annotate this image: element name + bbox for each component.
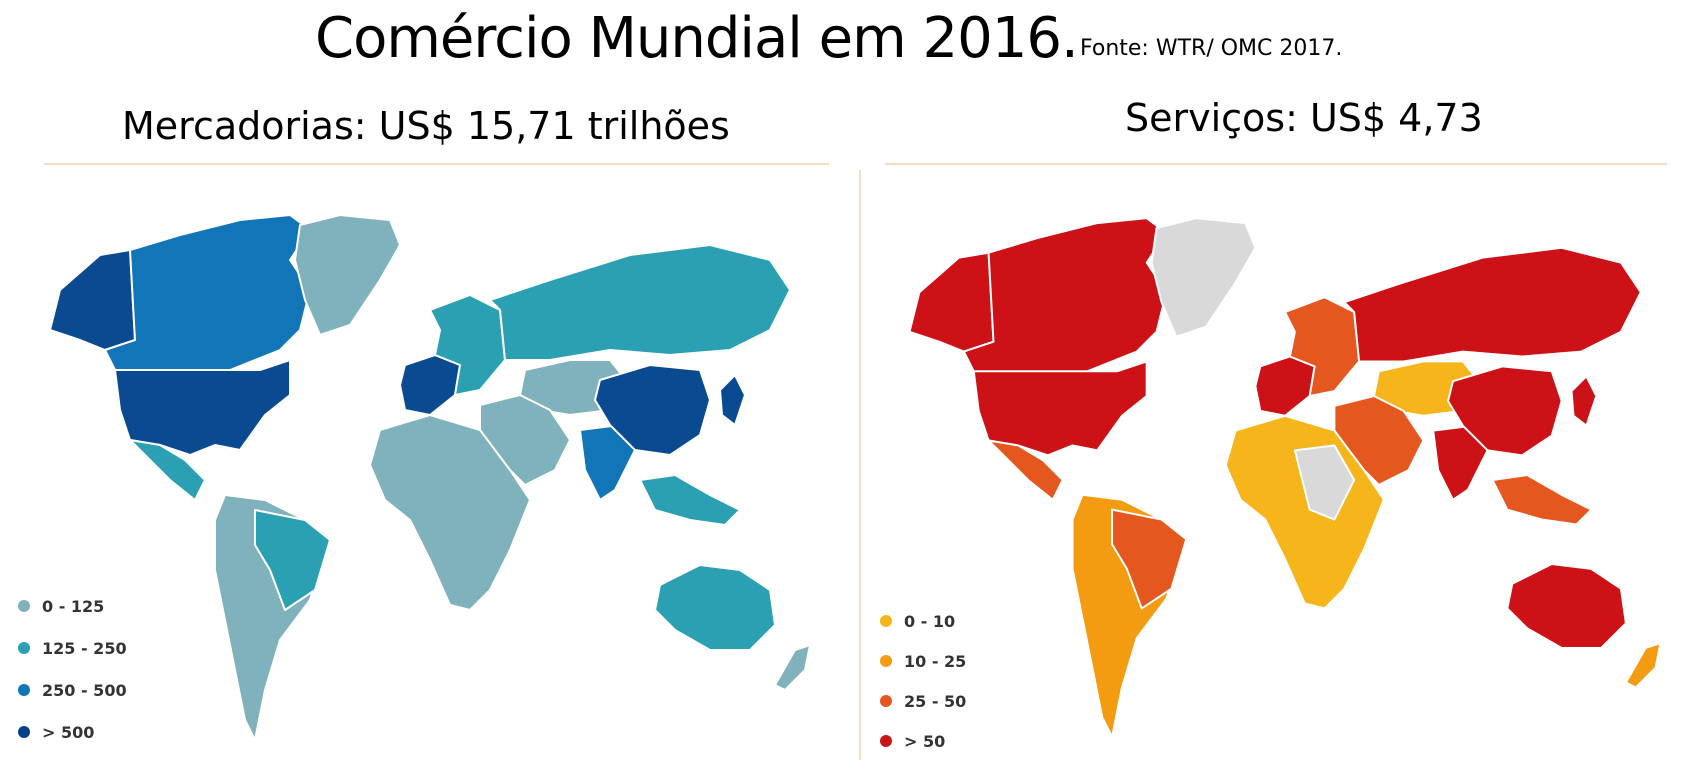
map-region [987, 439, 1064, 501]
legend-swatch [18, 642, 30, 654]
goods-world-map [49, 214, 811, 741]
map-region [639, 474, 741, 526]
map-region [1254, 355, 1316, 417]
legend-label: 10 - 25 [904, 651, 967, 671]
legend-swatch [18, 600, 30, 612]
map-region [104, 214, 311, 371]
goods-legend-item: > 500 [18, 711, 127, 753]
goods-legend-item: 125 - 250 [18, 627, 127, 669]
services-legend-item: 25 - 50 [880, 681, 966, 721]
services-title-rule [885, 163, 1667, 165]
map-region [114, 359, 291, 456]
map-region [1624, 642, 1662, 689]
map-region [774, 644, 811, 691]
goods-legend-item: 250 - 500 [18, 669, 127, 711]
legend-swatch [18, 684, 30, 696]
legend-swatch [18, 726, 30, 738]
map-region [1491, 474, 1593, 526]
goods-legend-item: 0 - 125 [18, 585, 127, 627]
services-legend: 0 - 10 10 - 25 25 - 50 > 50 [880, 601, 966, 761]
map-region [1293, 444, 1356, 521]
legend-label: 250 - 500 [42, 680, 127, 700]
title-row: Comércio Mundial em 2016. Fonte: WTR/ OM… [0, 0, 1705, 85]
map-region [972, 360, 1148, 457]
map-region [429, 294, 506, 396]
legend-label: 0 - 10 [904, 611, 956, 631]
map-region [294, 214, 401, 336]
legend-swatch [880, 615, 892, 627]
services-legend-item: 0 - 10 [880, 601, 966, 641]
map-region [489, 244, 791, 361]
legend-label: 0 - 125 [42, 596, 105, 616]
map-region [49, 249, 136, 351]
map-region [1150, 217, 1257, 338]
map-region [1447, 365, 1563, 457]
map-region [719, 374, 746, 426]
map-region [1111, 508, 1188, 610]
goods-title-rule [44, 163, 829, 165]
map-region [129, 439, 206, 501]
map-region [254, 509, 331, 611]
map-region [399, 354, 461, 416]
map-region [594, 364, 711, 456]
services-panel-title: Serviços: US$ 4,73 [1125, 96, 1483, 140]
source-note: Fonte: WTR/ OMC 2017. [1080, 36, 1343, 61]
legend-label: > 500 [42, 722, 95, 742]
legend-swatch [880, 655, 892, 667]
map-region [962, 217, 1168, 373]
services-legend-item: > 50 [880, 721, 966, 761]
map-region [654, 564, 776, 651]
services-world-map [908, 217, 1662, 738]
main-title: Comércio Mundial em 2016. [315, 6, 1079, 71]
goods-map-regions [49, 214, 811, 741]
map-region [908, 251, 995, 353]
map-region [1570, 375, 1598, 427]
map-region [1343, 246, 1642, 363]
map-region [1506, 563, 1627, 649]
legend-label: 25 - 50 [904, 691, 967, 711]
services-legend-item: 10 - 25 [880, 641, 966, 681]
services-map-regions [908, 217, 1662, 738]
legend-label: 125 - 250 [42, 638, 127, 658]
legend-swatch [880, 695, 892, 707]
legend-label: > 50 [904, 731, 946, 751]
map-region [1284, 296, 1361, 398]
panel-divider [859, 170, 861, 760]
goods-legend: 0 - 125 125 - 250 250 - 500 > 500 [18, 585, 127, 753]
goods-panel-title: Mercadorias: US$ 15,71 trilhões [122, 104, 730, 148]
map-region [369, 414, 531, 611]
legend-swatch [880, 735, 892, 747]
